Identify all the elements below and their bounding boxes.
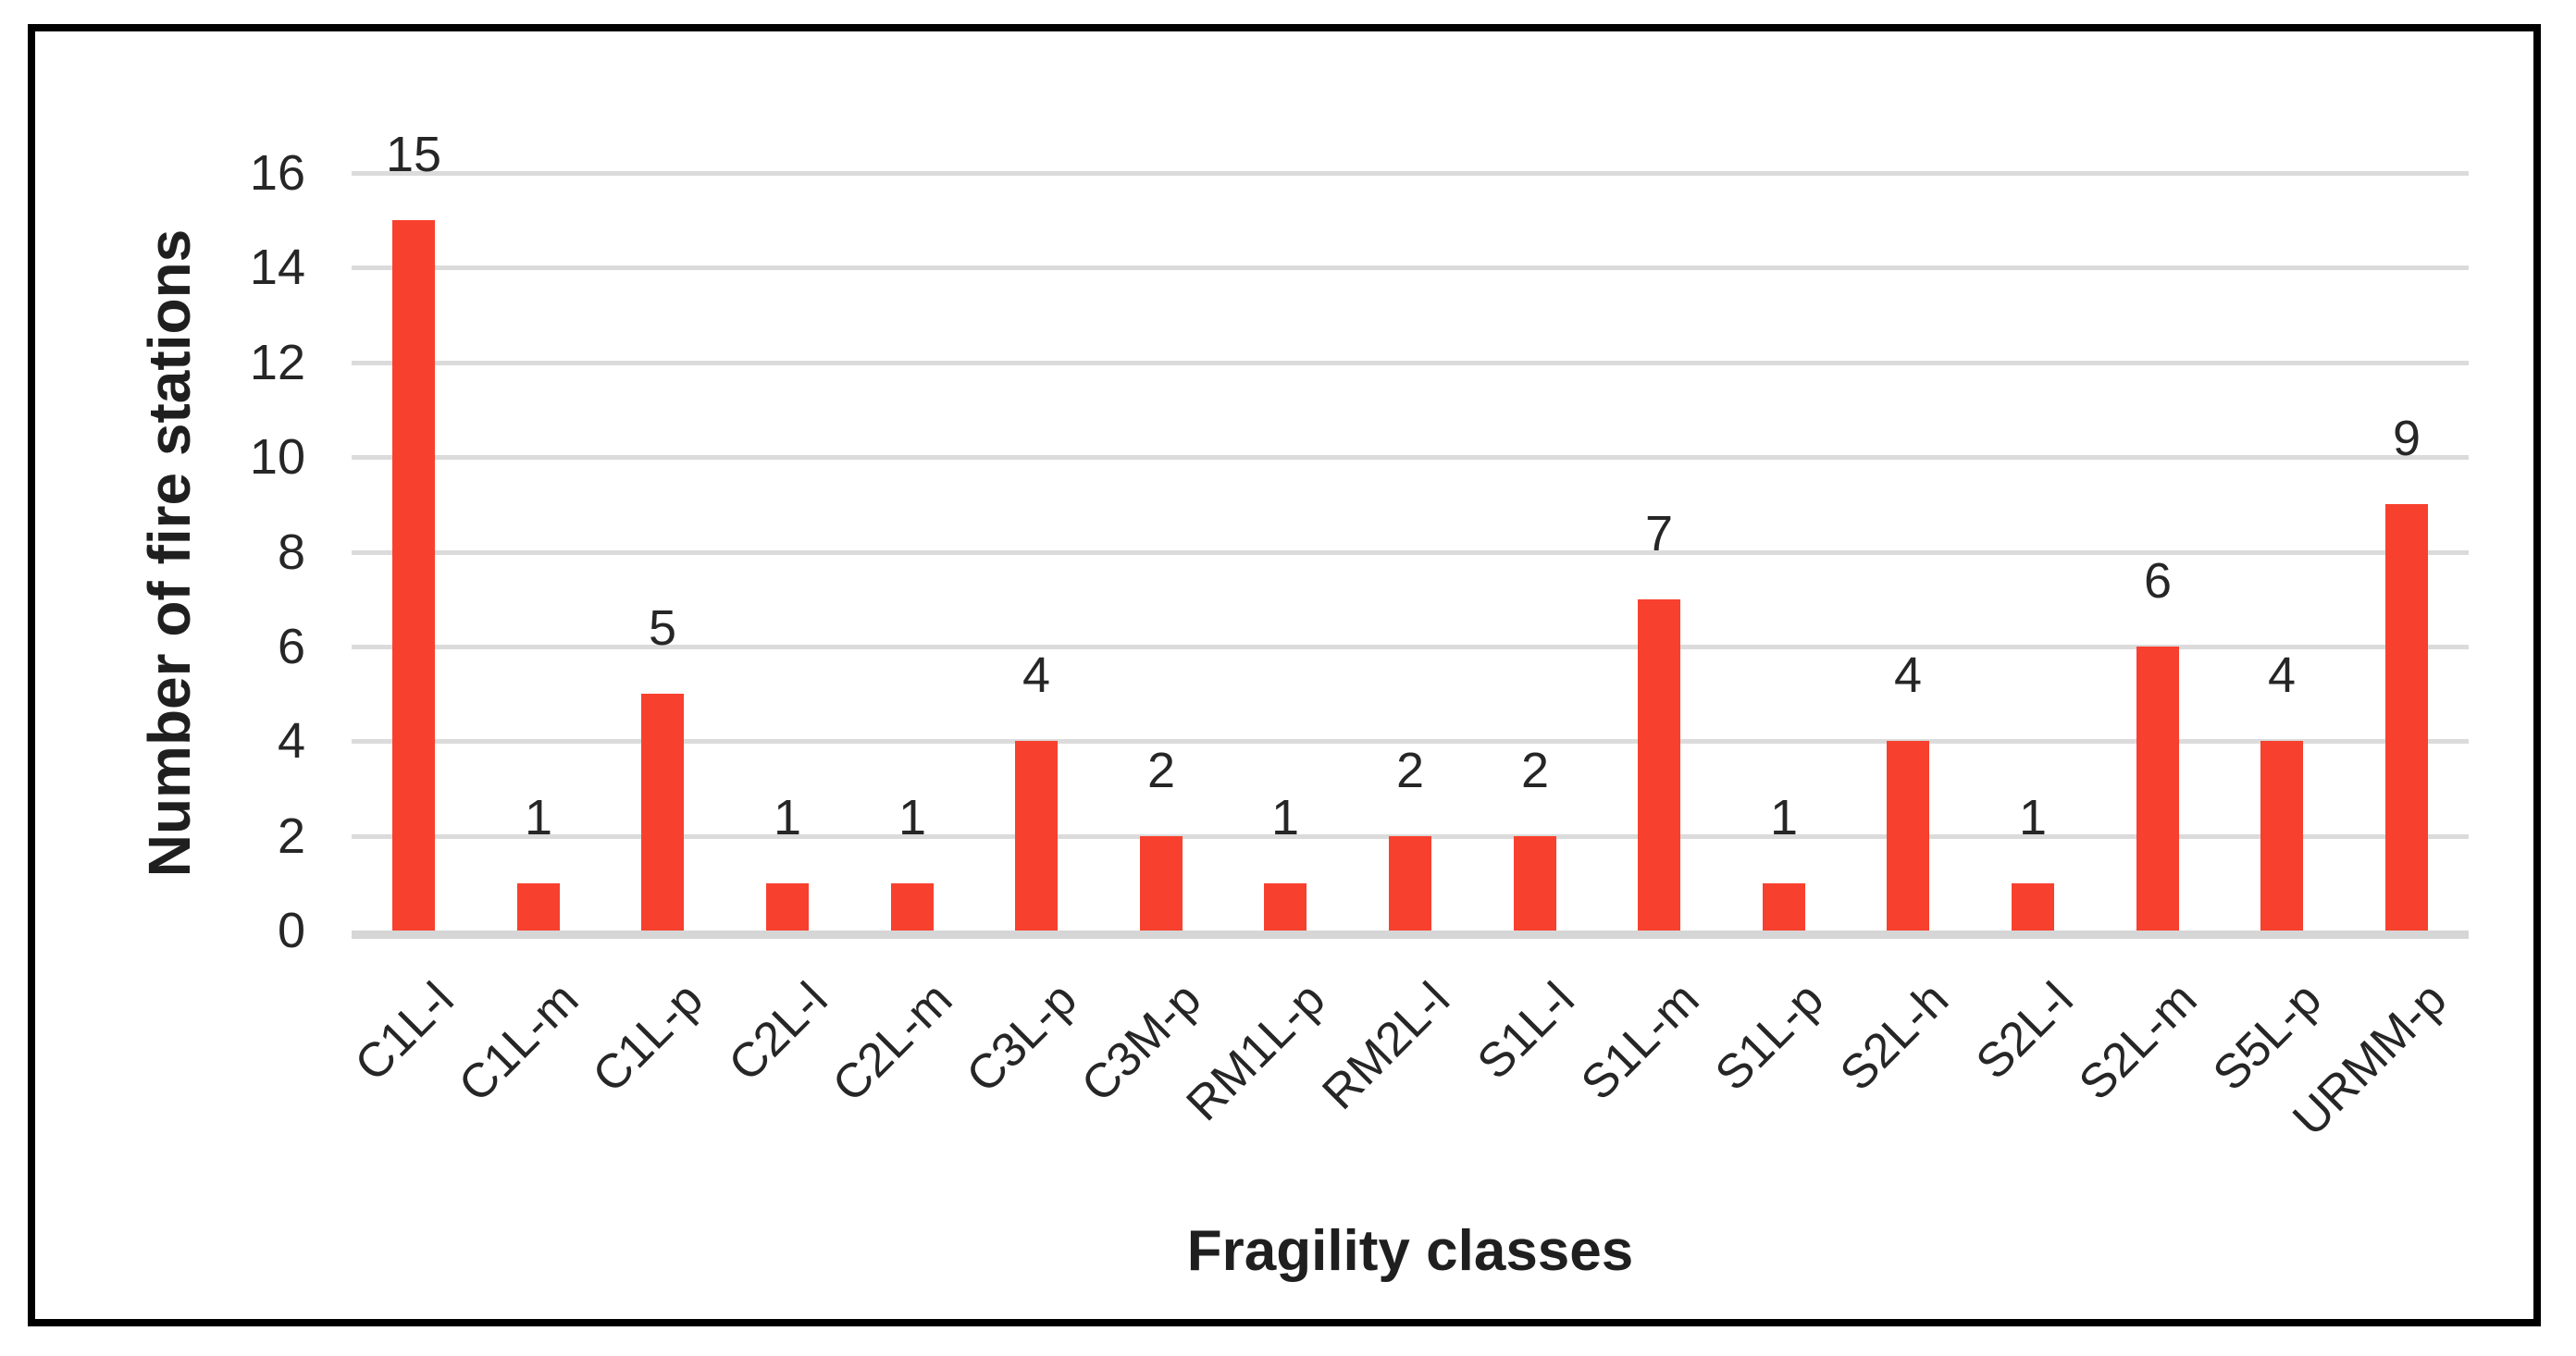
gridline bbox=[352, 645, 2469, 649]
bar bbox=[1514, 836, 1556, 931]
y-tick-label: 8 bbox=[277, 524, 305, 580]
bar bbox=[1140, 836, 1183, 931]
gridline bbox=[352, 265, 2469, 270]
gridline bbox=[352, 455, 2469, 460]
bar bbox=[1638, 599, 1680, 931]
bar-value-label: 1 bbox=[1769, 790, 1799, 845]
chart-border-frame bbox=[28, 24, 2541, 1326]
bar bbox=[891, 883, 934, 931]
y-tick-label: 10 bbox=[249, 429, 305, 485]
y-tick-label: 16 bbox=[249, 145, 305, 201]
bar-value-label: 4 bbox=[1893, 647, 1923, 703]
bar-value-label: 1 bbox=[1270, 790, 1300, 845]
bar-value-label: 4 bbox=[1022, 647, 1051, 703]
y-tick-label: 4 bbox=[277, 713, 305, 769]
bar bbox=[392, 220, 435, 931]
y-tick-label: 2 bbox=[277, 808, 305, 864]
bar bbox=[2260, 741, 2303, 931]
bar-value-label: 5 bbox=[648, 600, 677, 656]
y-tick-label: 12 bbox=[249, 335, 305, 390]
bar-value-label: 15 bbox=[385, 127, 442, 182]
bar-value-label: 6 bbox=[2143, 553, 2173, 609]
bar-value-label: 7 bbox=[1644, 506, 1674, 561]
bar bbox=[2385, 504, 2428, 931]
bar-value-label: 4 bbox=[2267, 647, 2297, 703]
bar bbox=[1264, 883, 1307, 931]
y-tick-label: 14 bbox=[249, 240, 305, 295]
bar bbox=[766, 883, 809, 931]
bar bbox=[1763, 883, 1805, 931]
bar bbox=[1389, 836, 1431, 931]
bar bbox=[2136, 647, 2179, 931]
bar bbox=[2012, 883, 2054, 931]
bar-value-label: 9 bbox=[2392, 411, 2421, 466]
y-tick-label: 0 bbox=[277, 903, 305, 958]
bar bbox=[641, 694, 684, 931]
bar-value-label: 1 bbox=[773, 790, 802, 845]
bar-value-label: 2 bbox=[1520, 743, 1550, 798]
x-axis-title: Fragility classes bbox=[1186, 1219, 1634, 1283]
bar-value-label: 1 bbox=[2018, 790, 2048, 845]
y-tick-label: 6 bbox=[277, 619, 305, 674]
bar-value-label: 2 bbox=[1146, 743, 1176, 798]
gridline bbox=[352, 171, 2469, 176]
gridline bbox=[352, 739, 2469, 744]
bar-value-label: 1 bbox=[524, 790, 553, 845]
bar-value-label: 2 bbox=[1395, 743, 1425, 798]
bar-value-label: 1 bbox=[898, 790, 927, 845]
bar bbox=[1015, 741, 1058, 931]
gridline bbox=[352, 361, 2469, 365]
bar bbox=[1887, 741, 1929, 931]
gridline bbox=[352, 550, 2469, 555]
bar bbox=[517, 883, 560, 931]
x-axis-line bbox=[352, 931, 2469, 939]
